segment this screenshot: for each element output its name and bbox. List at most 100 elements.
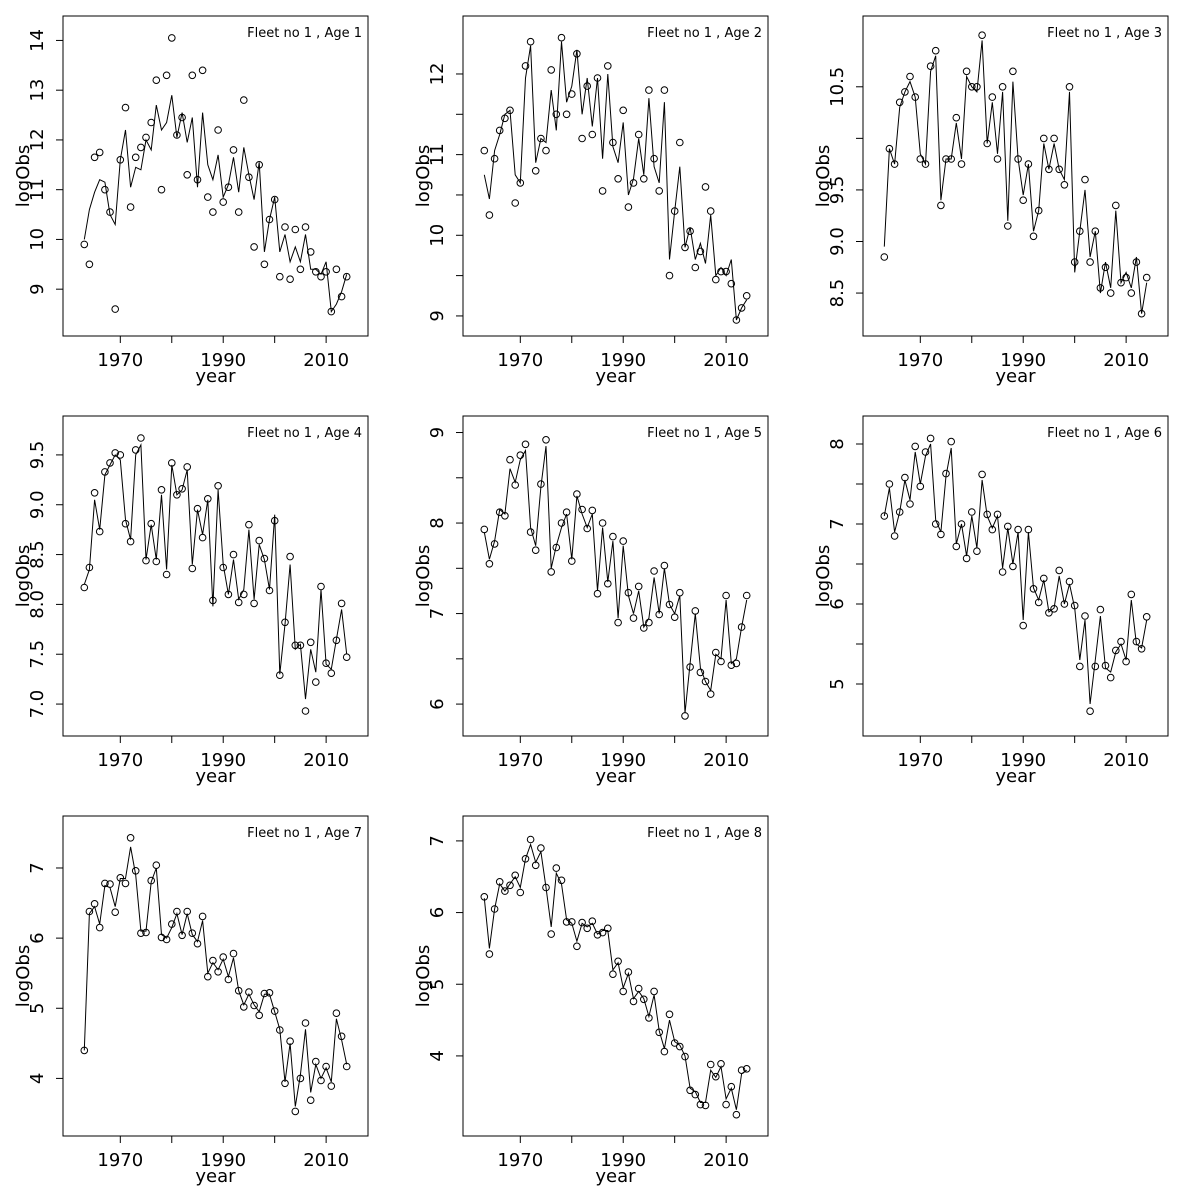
observed-point [660,561,669,570]
observed-point [742,1065,751,1073]
observed-point [265,215,274,224]
observed-point [198,912,207,921]
observed-point [593,589,602,598]
y-tick-label: 9 [427,310,448,321]
observed-point [706,690,715,698]
x-tick-label: 1990 [600,350,646,371]
observed-point [121,103,130,112]
fitted-line [483,446,748,714]
observed-point [1122,273,1130,282]
observed-point [126,203,135,211]
observed-point [198,533,207,542]
x-tick-label: 2010 [303,750,349,771]
observed-point [634,130,643,139]
observed-point [676,138,684,147]
observed-point [183,463,191,471]
panel-title: Fleet no 1 , Age 7 [247,826,362,841]
observed-point [911,442,920,451]
observed-point [968,508,976,516]
observed-point [952,542,961,551]
observed-point [706,207,715,215]
observed-point [629,614,638,622]
y-tick-label: 6 [827,598,848,609]
x-tick-label: 1970 [497,750,543,771]
x-tick-label: 2010 [703,350,749,371]
observed-point [650,567,658,575]
observed-point [90,489,99,497]
y-tick-label: 7.0 [27,690,48,719]
observed-point [322,1062,330,1071]
observed-point [162,71,171,80]
observed-point [178,485,186,493]
observed-point [1086,707,1094,716]
observed-point [301,707,310,715]
observed-point [1112,201,1120,210]
observed-point [265,989,274,997]
observed-point [962,67,971,76]
x-axis-title: year [195,766,236,787]
observed-point [737,304,746,312]
observed-point [988,525,997,534]
observed-point [655,187,664,195]
observed-point [1142,613,1151,621]
observed-point [978,31,986,40]
panel-title: Fleet no 1 , Age 6 [1047,426,1162,441]
observed-point [665,1010,674,1019]
observed-point [660,1047,669,1056]
observed-point [1060,600,1069,608]
observed-point [106,459,114,467]
observed-point [516,888,525,897]
observed-point [937,201,945,210]
observed-point [1014,525,1022,534]
observed-point [137,143,145,152]
observed-point [1004,222,1012,230]
y-tick-label: 7.5 [27,640,48,669]
observed-point [542,436,550,444]
observed-point [291,1107,300,1116]
observed-point [80,240,89,249]
observed-point [317,582,325,591]
observed-point [568,918,576,926]
y-tick-label: 10 [427,224,448,247]
observed-point [1009,562,1017,571]
x-axis-title: year [595,366,636,387]
panel-8: Fleet no 1 , Age 8 1970 1990 2010 4 5 6 7 year lo… [413,815,769,1187]
observed-point [250,599,258,608]
observed-point [234,986,243,995]
y-axis-title: logObs [413,945,434,1007]
observed-point [157,185,166,194]
panel-title: Fleet no 1 , Age 4 [247,426,362,441]
observed-point [296,265,305,274]
observed-point [732,1110,741,1119]
observed-point [301,223,310,231]
observed-point [204,972,212,981]
observed-point [80,583,89,592]
observed-point [1096,605,1105,614]
x-tick-label: 2010 [703,1150,749,1171]
observed-point [901,88,909,96]
observed-point [895,98,904,107]
observed-point [137,434,145,442]
y-axis-title: logObs [413,145,434,207]
x-tick-label: 1990 [1000,750,1046,771]
plot-frame [462,15,769,337]
y-tick-label: 9.5 [27,441,48,470]
observed-point [665,271,674,280]
observed-point [521,440,530,449]
observed-point [573,942,581,951]
observed-point [131,446,140,454]
y-tick-label: 9 [27,283,48,294]
observed-point [670,613,679,622]
observed-point [209,208,217,216]
x-tick-label: 1990 [200,1150,246,1171]
y-tick-label: 7 [827,518,848,529]
observed-point [121,879,130,888]
observed-point [1076,662,1084,671]
y-tick-label: 7 [27,862,48,873]
x-tick-label: 1990 [200,750,246,771]
observed-point [578,134,586,143]
observed-point [742,292,751,300]
y-tick-label: 9.5 [827,176,848,205]
fitted-line [883,443,1148,705]
observed-point [701,183,710,191]
